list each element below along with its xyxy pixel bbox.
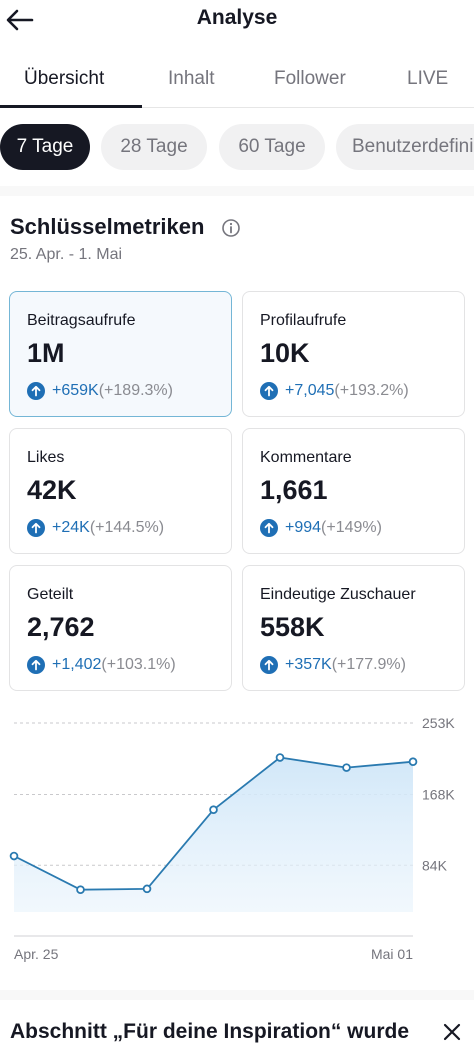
chart-data-point[interactable] — [275, 753, 285, 762]
delta-absolute: +357K — [285, 656, 332, 673]
tab-content[interactable]: Inhalt — [168, 68, 215, 89]
arrow-up-circle-icon — [260, 382, 278, 400]
metric-delta: +24K (+144.5%) — [27, 517, 164, 539]
date-range-label: 25. Apr. - 1. Mai — [10, 246, 123, 263]
chart-data-point[interactable] — [142, 884, 152, 894]
x-tick-label-start: Apr. 25 — [14, 946, 59, 962]
chart-data-point[interactable] — [209, 805, 218, 815]
page-title: Analyse — [196, 6, 278, 29]
tab-followers[interactable]: Follower — [274, 68, 346, 89]
arrow-up-circle-icon — [260, 519, 278, 537]
metric-delta: +659K (+189.3%) — [27, 380, 173, 402]
date-range-chips: 7 Tage 28 Tage 60 Tage Benutzerdefiniert — [0, 124, 474, 172]
y-tick-label: 253K — [422, 715, 455, 731]
info-icon[interactable] — [221, 218, 241, 238]
section-divider — [0, 186, 474, 196]
metric-label: Beitragsaufrufe — [27, 312, 136, 329]
metric-label: Kommentare — [260, 449, 352, 466]
delta-absolute: +24K — [52, 519, 90, 536]
back-button[interactable] — [0, 0, 40, 40]
delta-percent: (+103.1%) — [101, 656, 176, 673]
y-tick-label: 168K — [422, 787, 455, 803]
arrow-left-icon — [6, 9, 34, 31]
metric-value: 10K — [260, 338, 310, 368]
y-tick-label: 84K — [422, 857, 448, 873]
arrow-up-circle-icon — [27, 519, 45, 537]
metric-card-likes[interactable]: Likes 42K +24K (+144.5%) — [9, 428, 232, 554]
delta-percent: (+144.5%) — [89, 519, 165, 536]
metric-delta: +1,402 (+103.1%) — [27, 654, 176, 676]
metric-delta: +7,045 (+193.2%) — [260, 380, 409, 402]
delta-absolute: +7,045 — [285, 382, 335, 399]
delta-percent: (+177.9%) — [331, 656, 406, 673]
metric-card-profile-views[interactable]: Profilaufrufe 10K +7,045 (+193.2%) — [242, 291, 465, 417]
delta-absolute: +1,402 — [52, 656, 102, 673]
metric-delta: +994 (+149%) — [260, 517, 382, 539]
banner-text: Abschnitt „Für deine Inspiration“ wurde — [10, 1020, 410, 1043]
chart-data-point[interactable] — [9, 851, 19, 861]
post-views-chart: 253K 168K 84K Apr. 25 Mai 01 — [9, 715, 455, 962]
metric-label: Eindeutige Zuschauer — [260, 586, 416, 603]
chart-area-fill — [14, 757, 413, 912]
delta-percent: (+149%) — [321, 519, 382, 536]
tab-bar: Übersicht Inhalt Follower LIVE — [0, 58, 474, 108]
x-tick-label-end: Mai 01 — [371, 946, 413, 962]
section-title: Schlüsselmetriken — [10, 214, 205, 239]
metric-label: Geteilt — [27, 586, 74, 603]
delta-percent: (+193.2%) — [334, 382, 409, 399]
tab-overview[interactable]: Übersicht — [24, 68, 105, 89]
metric-label: Profilaufrufe — [260, 312, 347, 329]
chip-28-days[interactable]: 28 Tage — [101, 124, 207, 170]
metric-value: 558K — [260, 612, 325, 642]
metric-card-unique-viewers[interactable]: Eindeutige Zuschauer 558K +357K (+177.9%… — [242, 565, 465, 691]
notification-banner[interactable]: Abschnitt „Für deine Inspiration“ wurde — [0, 1000, 474, 1053]
metric-card-post-views[interactable]: Beitragsaufrufe 1M +659K (+189.3%) — [9, 291, 232, 417]
metric-value: 2,762 — [27, 612, 95, 642]
chip-custom[interactable]: Benutzerdefiniert — [336, 124, 474, 170]
metric-value: 1M — [27, 338, 65, 368]
metric-value: 1,661 — [260, 475, 328, 505]
metric-card-shares[interactable]: Geteilt 2,762 +1,402 (+103.1%) — [9, 565, 232, 691]
chart-data-point[interactable] — [408, 757, 418, 767]
metric-label: Likes — [27, 449, 65, 466]
delta-absolute: +659K — [52, 382, 99, 399]
arrow-up-circle-icon — [27, 382, 45, 400]
metric-card-comments[interactable]: Kommentare 1,661 +994 (+149%) — [242, 428, 465, 554]
chart-data-point[interactable] — [76, 885, 85, 894]
arrow-up-circle-icon — [260, 656, 278, 674]
section-divider-bottom — [0, 990, 474, 1000]
chart-data-point[interactable] — [342, 763, 351, 772]
header: Analyse — [0, 0, 474, 44]
arrow-up-circle-icon — [27, 656, 45, 674]
delta-absolute: +994 — [285, 519, 322, 536]
metric-delta: +357K (+177.9%) — [260, 654, 406, 676]
metric-value: 42K — [27, 475, 77, 505]
delta-percent: (+189.3%) — [98, 382, 173, 399]
chip-60-days[interactable]: 60 Tage — [219, 124, 325, 170]
chip-7-days[interactable]: 7 Tage — [0, 124, 90, 170]
close-icon[interactable] — [440, 1020, 464, 1044]
active-tab-indicator — [0, 105, 142, 108]
tab-live[interactable]: LIVE — [407, 68, 449, 89]
